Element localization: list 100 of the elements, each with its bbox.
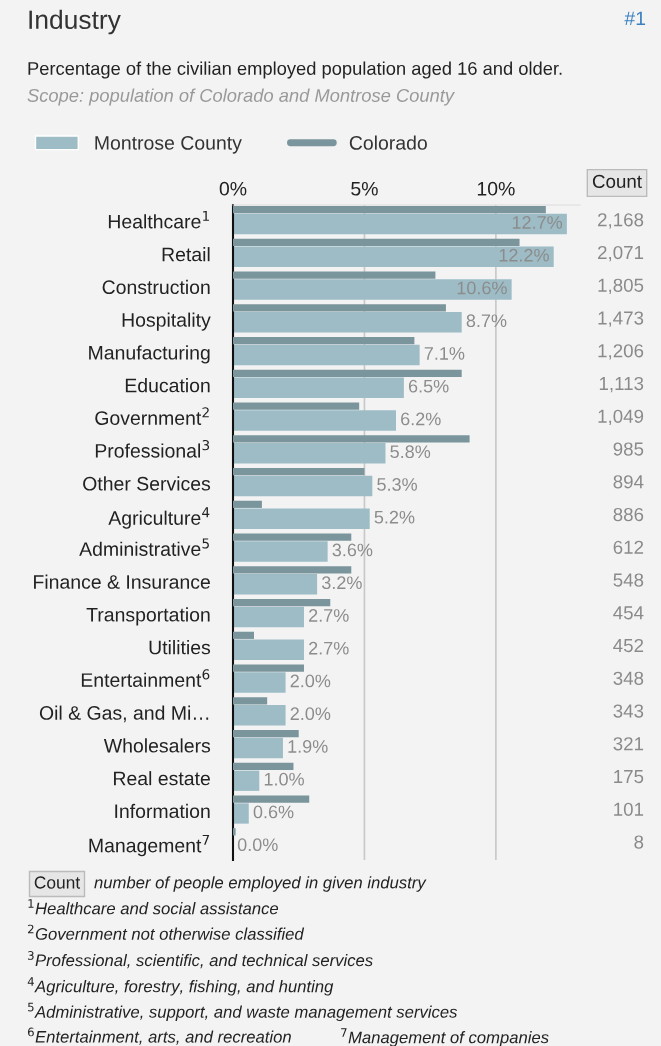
bar xyxy=(233,279,512,300)
bar xyxy=(233,697,268,705)
text: #1 xyxy=(624,11,646,26)
bar xyxy=(233,443,386,464)
y-tick-label: Construction xyxy=(102,279,210,295)
text: $^{6}$Entertainment, arts, and recreation xyxy=(27,1027,291,1045)
y-tick-label: Manufacturing xyxy=(89,345,210,364)
bar xyxy=(233,377,404,398)
data-label: 2.7% xyxy=(309,609,349,622)
y-tick-label: Education xyxy=(125,378,210,393)
text: $^{2}$Government not otherwise classified xyxy=(28,924,305,940)
x-tick-label: 0% xyxy=(219,181,247,196)
bar xyxy=(233,205,546,214)
bar xyxy=(233,598,331,607)
y-tick-label: Information xyxy=(115,803,210,819)
text: Scope: population of Colorado and Montrose County xyxy=(27,88,455,106)
bar xyxy=(233,475,373,497)
bar xyxy=(233,344,420,366)
y-tick-label: Finance & Insurance xyxy=(34,574,210,589)
y-tick-label: Real estate xyxy=(114,771,210,786)
text: $^{5}$Administrative, support, and waste management services xyxy=(28,1002,458,1022)
data-label: 0.6% xyxy=(253,805,294,819)
y-tick-label: Oil & Gas, and Mi… xyxy=(39,705,209,723)
text: 101 xyxy=(614,802,644,816)
bar xyxy=(233,574,318,595)
text: Count xyxy=(34,876,81,889)
bar xyxy=(233,336,415,345)
text: $^{4}$Agriculture, forestry, fishing, and hunting xyxy=(27,977,334,996)
y-tick-label: Agriculture$^{4}$ xyxy=(108,507,210,529)
data-label: 1.9% xyxy=(288,740,328,753)
bar xyxy=(233,828,236,836)
data-label: 8.7% xyxy=(466,314,507,328)
text: 1,473 xyxy=(598,311,644,327)
chart-subtitle: Percentage of the civilian employed population aged 16 and older. xyxy=(28,61,562,79)
text: 8 xyxy=(634,835,644,849)
data-label: 10.6% xyxy=(457,281,507,295)
text: 175 xyxy=(614,770,644,784)
text: number of people employed in given industry xyxy=(94,876,427,892)
legend-label: Montrose County xyxy=(95,136,242,154)
chart-title: Industry xyxy=(29,9,121,35)
bar xyxy=(233,606,304,628)
text: 321 xyxy=(613,737,644,751)
text: 452 xyxy=(613,638,644,653)
text: 2,071 xyxy=(598,245,644,262)
data-label: 5.8% xyxy=(390,445,431,459)
text: 1,805 xyxy=(598,278,644,295)
text: 1,113 xyxy=(599,376,644,393)
bar xyxy=(233,508,370,529)
bar xyxy=(233,705,286,726)
bar xyxy=(233,410,396,431)
text: 454 xyxy=(613,606,644,620)
bar xyxy=(233,737,283,759)
bar xyxy=(233,729,299,738)
bar xyxy=(233,770,260,791)
bar xyxy=(233,304,446,312)
bar xyxy=(233,533,352,541)
x-tick-label: 5% xyxy=(351,181,378,196)
bar xyxy=(233,369,462,377)
y-tick-label: Utilities xyxy=(149,640,211,655)
bar xyxy=(233,312,462,333)
bar xyxy=(233,762,294,770)
y-tick-label: Retail xyxy=(162,247,210,262)
text: 2,168 xyxy=(598,213,644,229)
bar xyxy=(233,803,249,824)
data-label: 6.2% xyxy=(401,412,441,426)
text: 985 xyxy=(613,442,644,456)
data-label: 2.0% xyxy=(290,707,331,721)
text: 1,049 xyxy=(598,409,644,426)
text: $^{3}$Professional, scientific, and technical services xyxy=(28,951,373,969)
bar xyxy=(233,500,262,508)
bar xyxy=(233,246,554,267)
data-label: 0.0% xyxy=(237,838,278,852)
bar xyxy=(233,402,360,410)
y-tick-label: Transportation xyxy=(86,607,210,626)
y-tick-label: Healthcare$^{1}$ xyxy=(108,210,209,229)
text: Count xyxy=(592,174,642,189)
data-label: 2.7% xyxy=(309,641,349,655)
y-tick-label: Entertainment$^{6}$ xyxy=(81,669,210,687)
y-tick-label: Wholesalers xyxy=(103,738,211,753)
bar xyxy=(233,271,436,279)
bar xyxy=(233,238,520,246)
bar xyxy=(233,213,567,235)
text: 343 xyxy=(613,704,644,718)
text: 1,206 xyxy=(598,344,644,360)
bar xyxy=(233,664,304,672)
data-label: 5.3% xyxy=(377,478,417,491)
y-tick-label: Government$^{2}$ xyxy=(95,407,209,425)
bar xyxy=(233,631,255,639)
text: 886 xyxy=(613,507,644,522)
y-tick-label: Administrative$^{5}$ xyxy=(79,538,209,556)
text: $^{1}$Healthcare and social assistance xyxy=(28,899,279,915)
y-tick-label: Management$^{7}$ xyxy=(89,834,210,857)
legend-label: Colorado xyxy=(349,135,427,150)
data-label: 12.2% xyxy=(499,248,549,262)
data-label: 7.1% xyxy=(424,347,465,360)
bar xyxy=(233,795,310,803)
text: $^{7}$Management of companies xyxy=(341,1028,549,1046)
data-label: 2.0% xyxy=(290,674,331,688)
text: 612 xyxy=(613,540,644,554)
text: 894 xyxy=(613,475,644,489)
